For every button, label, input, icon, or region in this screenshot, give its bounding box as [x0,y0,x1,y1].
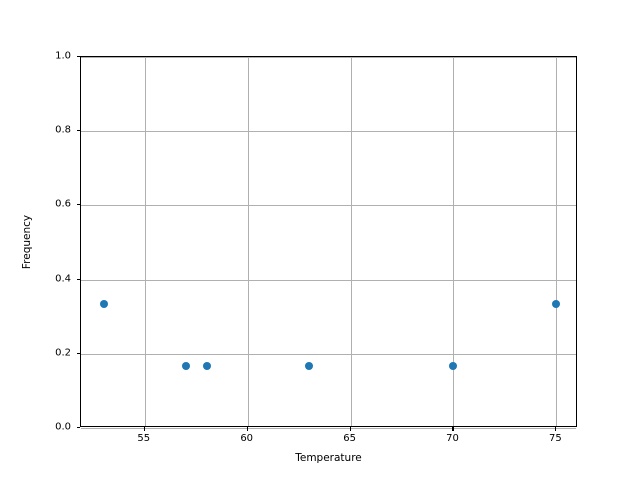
x-tick-mark [452,427,454,431]
y-axis-label: Frequency [21,214,33,269]
gridline-vertical [144,57,146,426]
x-tick-label: 70 [446,433,459,444]
y-tick-mark [76,204,80,206]
scatter-point [449,362,458,371]
gridline-vertical [453,57,455,426]
y-tick-label: 0.0 [55,421,71,433]
y-tick-mark [76,427,80,429]
y-tick-mark [76,352,80,354]
y-tick-mark [76,130,80,132]
gridline-vertical [556,57,558,426]
y-tick-label: 0.2 [55,347,71,359]
gridline-horizontal [81,428,576,429]
x-tick-label: 65 [343,433,356,444]
x-tick-label: 75 [549,433,562,444]
y-tick-label: 1.0 [55,50,71,62]
y-tick-mark [76,278,80,280]
x-tick-mark [555,427,557,431]
gridline-vertical [350,57,352,426]
plot-axes-area [80,56,577,429]
y-tick-label: 0.4 [55,273,71,285]
x-tick-label: 55 [137,433,151,444]
x-tick-mark [143,427,145,431]
x-axis-label: Temperature [295,452,362,464]
x-tick-label: 60 [240,433,254,444]
y-tick-label: 0.6 [55,198,71,210]
gridline-vertical [247,57,249,426]
scatter-point [552,300,561,309]
gridline-horizontal [81,205,576,207]
scatter-point [202,362,211,371]
scatter-point [305,362,314,371]
x-tick-mark [349,427,351,431]
y-tick-label: 0.8 [55,124,71,136]
scatter-point [181,362,190,371]
gridline-horizontal [81,131,576,133]
x-tick-mark [246,427,248,431]
gridline-horizontal [81,57,576,58]
gridline-horizontal [81,279,576,281]
gridline-horizontal [81,353,576,355]
scatter-point [99,300,108,309]
y-tick-mark [76,56,80,58]
